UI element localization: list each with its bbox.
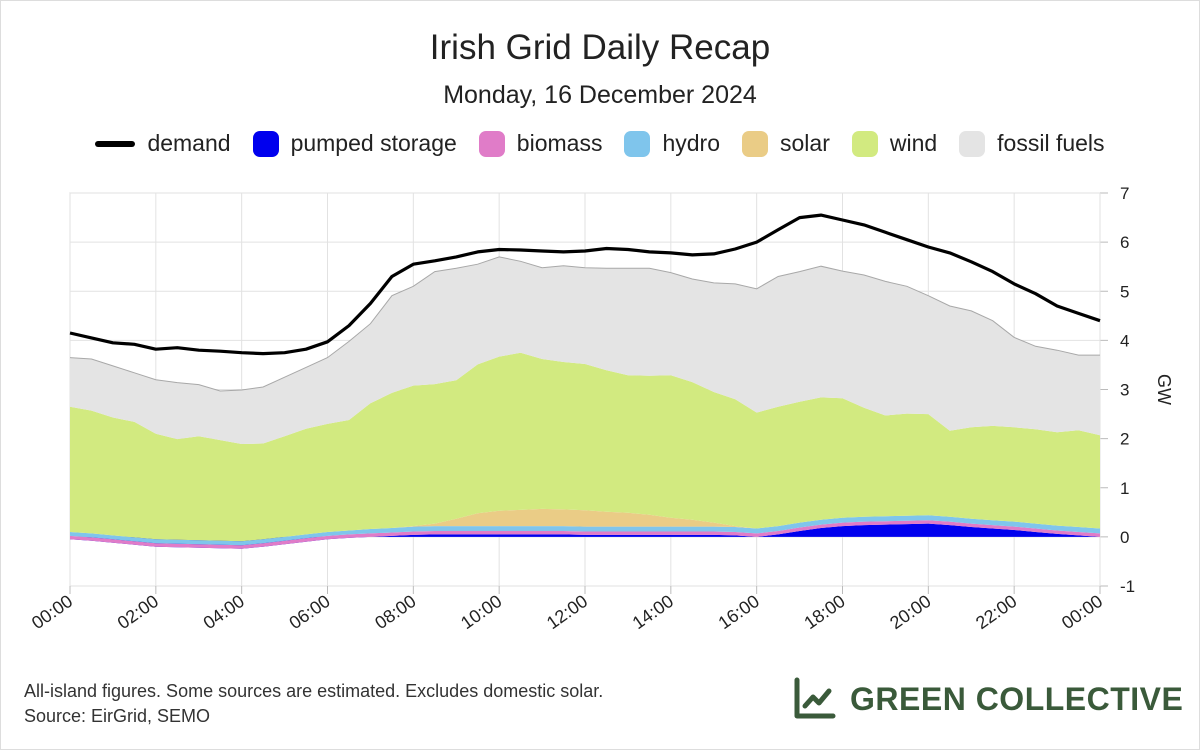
x-tick-label: 08:00 [371,591,419,633]
y-axis-label: GW [1154,374,1174,405]
y-tick-label: 7 [1120,184,1129,203]
x-tick-label: 00:00 [1058,591,1106,633]
footnote: All-island figures. Some sources are est… [24,679,603,729]
stacked-areas [69,256,1100,549]
legend-item-pumped-storage[interactable]: pumped storage [252,130,457,157]
legend-swatch-demand [95,140,136,147]
x-tick-label: 12:00 [543,591,591,633]
legend-item-fossil-fuels[interactable]: fossil fuels [959,130,1105,157]
x-tick-label: 18:00 [800,591,848,633]
series-line-demand [69,213,1101,356]
y-tick-label: 4 [1120,331,1129,350]
y-tick-label: -1 [1120,577,1135,596]
legend-swatch-solar [742,130,768,157]
chart-title: Irish Grid Daily Recap [429,28,771,67]
area-solar [70,508,1100,542]
x-tick-label: 00:00 [28,591,76,633]
x-tick-label: 22:00 [972,591,1020,633]
legend-label: biomass [516,130,603,156]
area-wind [70,352,1100,542]
legend-item-biomass[interactable]: biomass [478,130,603,157]
line-chart-icon [794,677,836,719]
legend-label: fossil fuels [997,130,1105,156]
x-tick-label: 16:00 [715,591,763,633]
footnote-note: All-island figures. Some sources are est… [24,681,604,701]
area-outline-fossil-fuels [69,256,1100,392]
area-hydro [70,515,1100,546]
legend-swatch-hydro [624,130,651,157]
legend-label: hydro [662,130,720,156]
y-tick-label: 5 [1120,282,1129,301]
legend-item-hydro[interactable]: hydro [624,130,720,157]
footnote-source: Source: EirGrid, SEMO [24,706,211,726]
brand-logo: GREEN COLLECTIVE [792,677,1183,721]
area-pumped-storage [70,523,1100,549]
x-tick-label: 10:00 [457,591,505,633]
x-tick-label: 06:00 [285,591,333,633]
y-tick-label: 2 [1120,430,1129,449]
x-tick-label: 04:00 [200,591,248,633]
legend-label: demand [147,130,231,156]
y-tick-label: 1 [1120,479,1129,498]
chart-subtitle: Monday, 16 December 2024 [443,81,757,109]
x-tick-label: 02:00 [114,591,162,633]
x-tick-label: 20:00 [886,591,934,633]
legend-swatch-biomass [478,130,505,157]
brand-name: GREEN COLLECTIVE [850,680,1184,717]
legend-item-demand[interactable]: demand [95,130,231,157]
x-tick-label: 14:00 [629,591,677,633]
legend-swatch-pumped-storage [252,130,279,157]
y-tick-label: 6 [1120,233,1129,252]
area-fossil-fuels [70,256,1100,444]
area-biomass [70,520,1100,549]
legend-label: pumped storage [290,130,457,156]
legend-item-wind[interactable]: wind [851,130,938,157]
legend-label: wind [889,130,938,156]
legend: demand pumped storage biomass hydro sola… [0,130,1200,157]
legend-swatch-wind [851,130,878,157]
legend-item-solar[interactable]: solar [742,130,830,157]
legend-label: solar [780,130,830,156]
y-tick-label: 3 [1120,381,1129,400]
y-tick-label: 0 [1120,528,1129,547]
legend-swatch-fossil-fuels [959,130,986,157]
